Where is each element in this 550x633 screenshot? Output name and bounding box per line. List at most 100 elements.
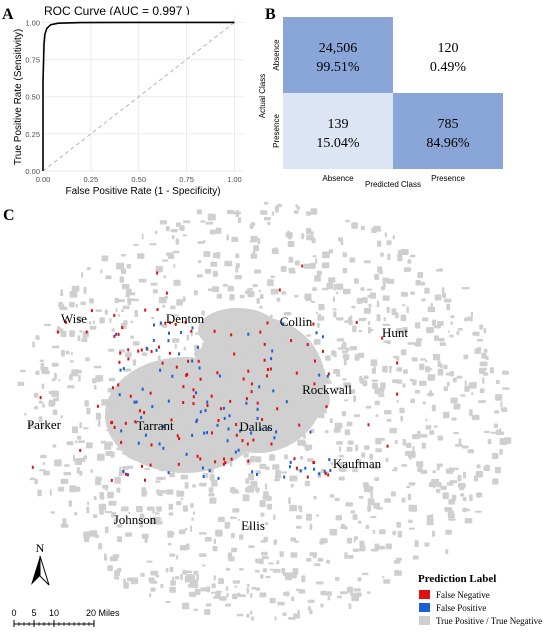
settlement-patch [192, 574, 195, 582]
settlement-patch [116, 299, 125, 303]
false-negative-point [165, 291, 168, 295]
settlement-patch [464, 385, 470, 392]
settlement-patch [260, 592, 267, 597]
settlement-patch [255, 587, 261, 591]
settlement-patch [463, 354, 469, 360]
settlement-patch [46, 422, 51, 425]
settlement-patch [338, 454, 344, 458]
settlement-patch [310, 208, 318, 215]
false-positive-point [198, 366, 201, 370]
settlement-patch [475, 492, 483, 498]
settlement-patch [60, 293, 64, 296]
false-negative-point [192, 395, 195, 399]
settlement-patch [130, 577, 139, 585]
settlement-patch [364, 260, 371, 264]
settlement-patch [104, 309, 108, 315]
settlement-patch [282, 336, 287, 342]
settlement-patch [412, 379, 417, 386]
settlement-patch [178, 400, 183, 408]
settlement-patch [427, 392, 434, 396]
settlement-patch [402, 327, 408, 333]
settlement-patch [158, 476, 166, 480]
settlement-patch [180, 574, 183, 581]
false-negative-point [96, 404, 99, 408]
settlement-patch [250, 235, 258, 240]
settlement-patch [243, 324, 251, 331]
settlement-patch [495, 466, 501, 474]
false-positive-point [216, 423, 219, 427]
settlement-patch [120, 309, 125, 312]
settlement-patch [351, 222, 358, 229]
settlement-patch [149, 377, 153, 385]
settlement-patch [448, 518, 456, 521]
settlement-patch [199, 445, 203, 449]
settlement-patch [139, 522, 143, 528]
settlement-patch [156, 489, 159, 495]
settlement-patch [89, 325, 97, 330]
false-positive-point [135, 400, 138, 404]
false-negative-point [85, 330, 88, 334]
false-positive-point [167, 399, 170, 403]
settlement-patch [403, 369, 408, 374]
settlement-patch [229, 451, 234, 455]
settlement-patch [304, 480, 310, 487]
cm-x-tick-label: Absence [322, 174, 354, 183]
settlement-patch [339, 591, 348, 595]
false-negative-point [230, 457, 233, 461]
settlement-patch [354, 278, 359, 284]
settlement-patch [320, 603, 324, 608]
settlement-patch [354, 354, 360, 361]
settlement-patch [122, 466, 129, 470]
settlement-patch [421, 298, 426, 302]
false-positive-point [256, 416, 259, 420]
settlement-patch [445, 549, 449, 555]
false-positive-point [144, 433, 147, 437]
settlement-patch [167, 530, 174, 538]
settlement-patch [204, 536, 212, 542]
north-arrow: N [31, 541, 50, 586]
settlement-patch [162, 404, 167, 408]
settlement-patch [456, 375, 463, 379]
settlement-patch [162, 324, 168, 328]
settlement-patch [138, 278, 147, 283]
settlement-patch [155, 480, 161, 483]
settlement-patch [502, 387, 510, 390]
settlement-patch [389, 427, 397, 434]
settlement-patch [54, 372, 57, 380]
false-positive-point [272, 389, 275, 393]
settlement-patch [247, 344, 254, 351]
false-positive-point [115, 332, 118, 336]
false-positive-point [171, 374, 174, 378]
settlement-patch [182, 505, 188, 512]
false-negative-point [306, 343, 309, 347]
settlement-patch [158, 297, 167, 304]
settlement-patch [343, 358, 347, 366]
false-negative-point [242, 377, 245, 381]
legend-item-label: True Positive / True Negative [436, 616, 542, 626]
false-negative-point [396, 392, 399, 396]
settlement-patch [318, 303, 325, 311]
urban-area [198, 308, 278, 352]
settlement-patch [289, 475, 298, 482]
settlement-patch [408, 527, 415, 530]
settlement-patch [335, 515, 342, 521]
settlement-patch [289, 400, 293, 403]
settlement-patch [271, 211, 275, 216]
settlement-patch [120, 254, 126, 257]
map-legend: Prediction Label False Negative False Pos… [418, 573, 542, 626]
settlement-patch [475, 471, 483, 478]
settlement-patch [58, 379, 61, 382]
settlement-patch [265, 575, 271, 579]
settlement-patch [384, 498, 391, 503]
settlement-patch [43, 470, 50, 476]
cm-y-tick-label: Presence [272, 114, 281, 148]
settlement-patch [295, 525, 302, 529]
settlement-patch [485, 464, 490, 467]
settlement-patch [212, 252, 218, 258]
settlement-patch [150, 587, 156, 592]
false-negative-point [233, 352, 236, 356]
settlement-patch [422, 401, 427, 405]
false-negative-point [293, 457, 296, 461]
settlement-patch [108, 377, 116, 382]
settlement-patch [321, 262, 330, 269]
